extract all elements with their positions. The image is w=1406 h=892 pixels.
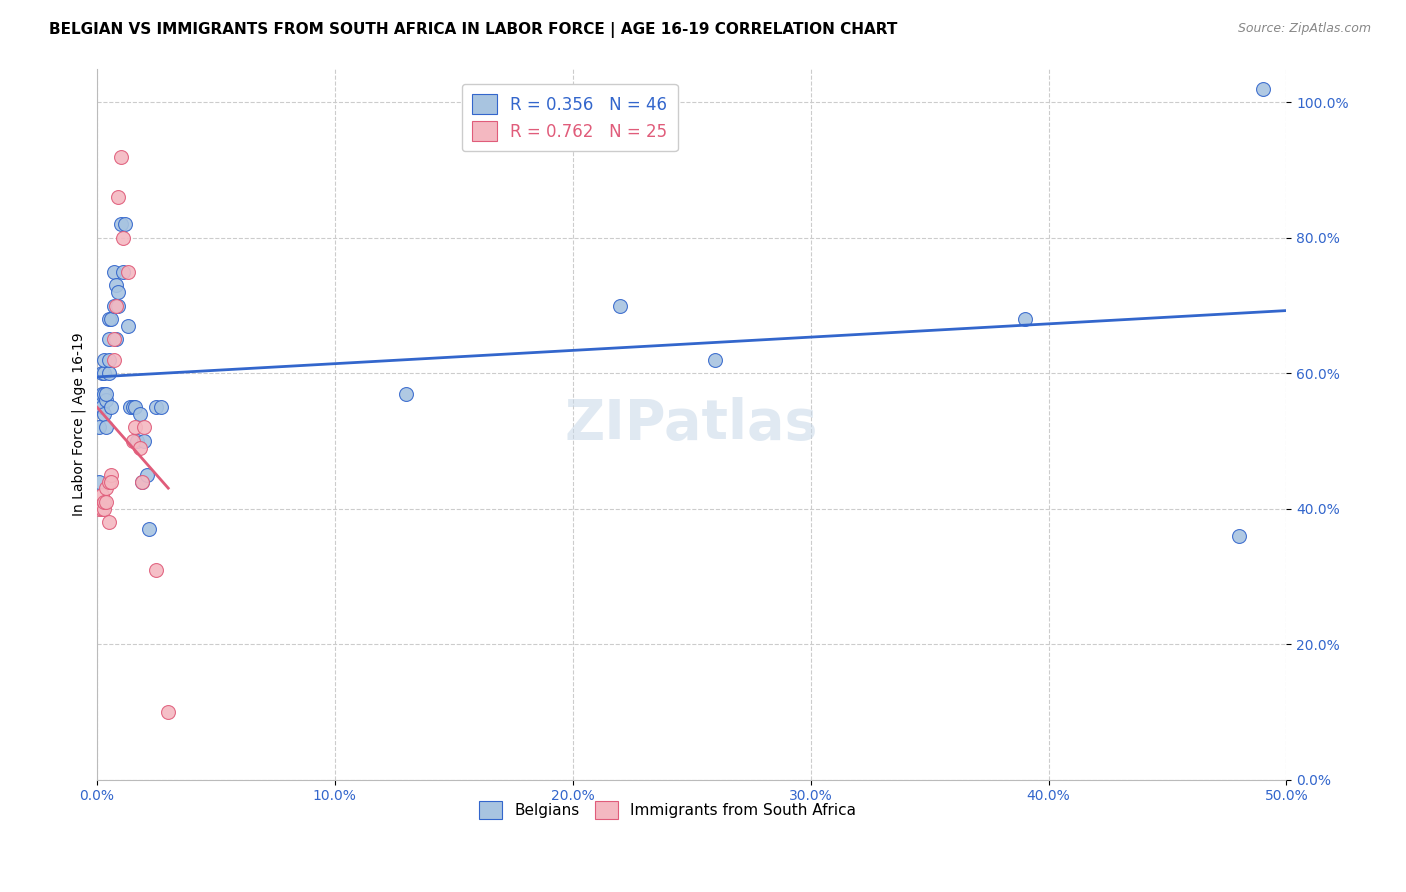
Point bbox=[89, 420, 111, 434]
Point bbox=[97, 475, 120, 489]
Point bbox=[111, 265, 134, 279]
Point bbox=[100, 312, 122, 326]
Point bbox=[96, 495, 118, 509]
Point bbox=[117, 318, 139, 333]
Point bbox=[111, 231, 134, 245]
Point bbox=[110, 150, 132, 164]
Point bbox=[97, 352, 120, 367]
Text: ZIPatlas: ZIPatlas bbox=[565, 397, 818, 451]
Point bbox=[134, 420, 156, 434]
Point bbox=[93, 407, 115, 421]
Text: BELGIAN VS IMMIGRANTS FROM SOUTH AFRICA IN LABOR FORCE | AGE 16-19 CORRELATION C: BELGIAN VS IMMIGRANTS FROM SOUTH AFRICA … bbox=[49, 22, 897, 38]
Point bbox=[100, 400, 122, 414]
Point bbox=[110, 217, 132, 231]
Point bbox=[90, 366, 112, 380]
Point bbox=[145, 400, 167, 414]
Point bbox=[127, 434, 149, 448]
Point bbox=[131, 475, 153, 489]
Point bbox=[97, 312, 120, 326]
Point bbox=[103, 352, 125, 367]
Point bbox=[107, 299, 129, 313]
Point bbox=[124, 400, 146, 414]
Point bbox=[121, 434, 143, 448]
Point bbox=[138, 522, 160, 536]
Point bbox=[90, 386, 112, 401]
Point bbox=[93, 501, 115, 516]
Point bbox=[1227, 529, 1250, 543]
Point bbox=[117, 265, 139, 279]
Point bbox=[121, 400, 143, 414]
Point bbox=[131, 475, 153, 489]
Point bbox=[104, 278, 127, 293]
Y-axis label: In Labor Force | Age 16-19: In Labor Force | Age 16-19 bbox=[72, 332, 86, 516]
Point bbox=[134, 434, 156, 448]
Point bbox=[107, 285, 129, 299]
Point bbox=[124, 420, 146, 434]
Point bbox=[97, 333, 120, 347]
Point bbox=[93, 352, 115, 367]
Point bbox=[93, 366, 115, 380]
Point bbox=[103, 265, 125, 279]
Point bbox=[93, 495, 115, 509]
Point bbox=[96, 482, 118, 496]
Point bbox=[96, 420, 118, 434]
Point bbox=[96, 393, 118, 408]
Point bbox=[120, 400, 142, 414]
Point bbox=[100, 467, 122, 482]
Point bbox=[96, 386, 118, 401]
Point bbox=[114, 217, 136, 231]
Point bbox=[145, 563, 167, 577]
Point bbox=[128, 441, 150, 455]
Point bbox=[90, 488, 112, 502]
Point bbox=[93, 386, 115, 401]
Point bbox=[89, 393, 111, 408]
Legend: Belgians, Immigrants from South Africa: Belgians, Immigrants from South Africa bbox=[474, 795, 862, 825]
Point bbox=[150, 400, 173, 414]
Point bbox=[157, 705, 180, 719]
Point bbox=[90, 400, 112, 414]
Point bbox=[609, 299, 631, 313]
Point bbox=[107, 190, 129, 204]
Point bbox=[103, 299, 125, 313]
Point bbox=[1251, 82, 1274, 96]
Point bbox=[128, 407, 150, 421]
Point bbox=[100, 475, 122, 489]
Point bbox=[97, 366, 120, 380]
Text: Source: ZipAtlas.com: Source: ZipAtlas.com bbox=[1237, 22, 1371, 36]
Point bbox=[89, 501, 111, 516]
Point bbox=[90, 501, 112, 516]
Point bbox=[103, 333, 125, 347]
Point bbox=[1014, 312, 1036, 326]
Point bbox=[704, 352, 727, 367]
Point bbox=[104, 299, 127, 313]
Point bbox=[97, 515, 120, 529]
Point bbox=[395, 386, 418, 401]
Point bbox=[135, 467, 157, 482]
Point bbox=[104, 333, 127, 347]
Point bbox=[89, 475, 111, 489]
